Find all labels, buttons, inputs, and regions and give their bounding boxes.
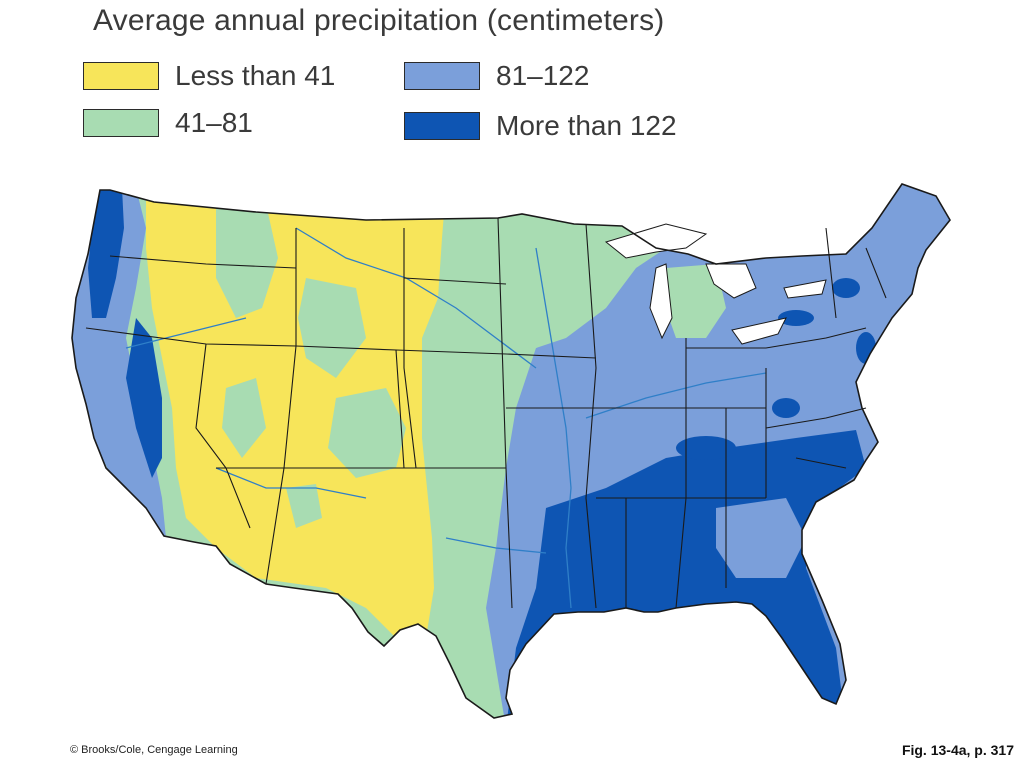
zone-81-122 — [716, 498, 806, 578]
us-precipitation-map — [71, 183, 951, 719]
copyright-credit: © Brooks/Cole, Cengage Learning — [70, 744, 238, 756]
lake-ontario — [783, 279, 827, 299]
zone-41-81 — [298, 278, 366, 378]
zone-less-than-41 — [146, 188, 446, 638]
zone-41-81 — [328, 388, 406, 478]
legend-swatch — [83, 62, 159, 90]
legend-swatch — [404, 62, 480, 90]
lake-michigan — [649, 263, 673, 340]
zone-more-than-122 — [126, 318, 162, 478]
legend-swatch — [83, 109, 159, 137]
zone-more-than-122 — [832, 278, 860, 298]
zone-more-than-122 — [88, 188, 124, 318]
zone-41-81 — [216, 204, 278, 318]
legend-item-41-81: 41–81 — [83, 107, 253, 139]
legend-label: 81–122 — [496, 60, 590, 91]
zone-41-81 — [286, 484, 322, 528]
great-lakes — [604, 223, 827, 345]
legend-swatch — [404, 112, 480, 140]
precipitation-zones — [72, 184, 950, 718]
zone-41-81 — [222, 378, 266, 458]
legend-label: 41–81 — [175, 107, 253, 138]
legend-item-less-than-41: Less than 41 — [83, 60, 335, 92]
zone-more-than-122 — [772, 398, 800, 418]
zone-more-than-122 — [778, 310, 814, 326]
zone-41-81 — [662, 264, 726, 338]
zone-41-81 — [498, 208, 606, 348]
legend-label: Less than 41 — [175, 60, 336, 91]
zone-more-than-122 — [676, 436, 736, 460]
legend-item-81-122: 81–122 — [404, 60, 589, 92]
legend-label: More than 122 — [496, 110, 677, 141]
figure-reference: Fig. 13-4a, p. 317 — [901, 742, 1014, 758]
state-borders — [85, 217, 887, 609]
lake-superior — [604, 223, 708, 259]
map-title: Average annual precipitation (centimeter… — [93, 4, 665, 37]
lake-erie — [731, 317, 787, 345]
us-outline — [71, 183, 951, 719]
legend-item-more-than-122: More than 122 — [404, 110, 677, 142]
lake-huron — [705, 263, 757, 299]
